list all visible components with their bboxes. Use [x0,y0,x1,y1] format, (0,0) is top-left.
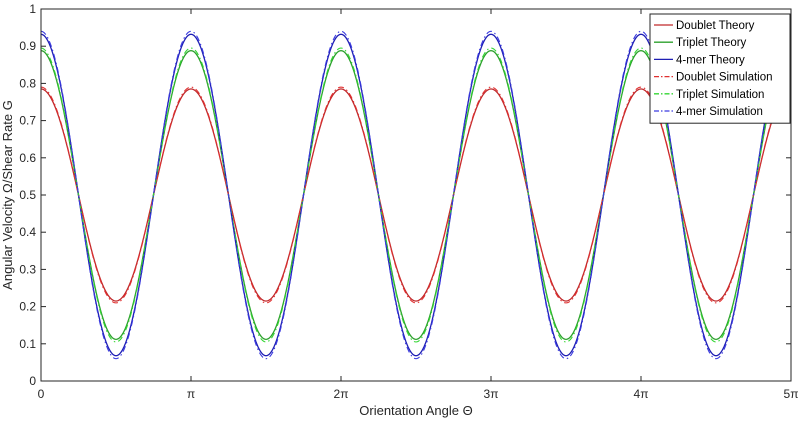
y-axis-label: Angular Velocity Ω/Shear Rate G [0,100,15,290]
legend-entry: Doublet Theory [676,20,755,32]
legend-entry: 4-mer Simulation [676,106,763,118]
series-line-doublet-simulation [40,86,792,304]
y-tick-label: 0 [29,374,36,388]
y-tick-label: 1 [29,2,36,16]
y-tick-label: 0.3 [19,262,36,276]
legend-entry: Triplet Simulation [676,89,764,101]
y-tick-label: 0.9 [19,39,36,53]
y-tick-label: 0.7 [19,114,36,128]
y-tick-label: 0.2 [19,300,36,314]
legend-box [649,13,791,124]
legend-entry: 4-mer Theory [676,54,745,66]
y-tick-label: 0.8 [19,76,36,90]
legend: Doublet Theory Triplet Theory 4-mer Theory… [649,13,791,124]
x-tick-label: 2π [334,387,349,401]
y-tick-label: 0.4 [19,225,36,239]
legend-entry: Triplet Theory [676,37,747,49]
x-tick-label: 4π [634,387,649,401]
x-axis-label: Orientation Angle Θ [359,403,472,418]
series-line-triplet-simulation [40,47,792,343]
axis-ticks: 0 π 2π 3π 4π 5π 0 0.1 0.2 0.3 0.4 0.5 0.6 0.7 0.8 0.9 1 [19,2,798,401]
y-tick-label: 0.5 [19,188,36,202]
y-tick-label: 0.1 [19,337,36,351]
x-tick-label: 3π [484,387,499,401]
x-tick-label: π [187,387,195,401]
x-tick-label: 0 [38,387,45,401]
x-tick-label: 5π [784,387,799,401]
legend-entry: Doublet Simulation [676,72,773,84]
y-tick-label: 0.6 [19,151,36,165]
